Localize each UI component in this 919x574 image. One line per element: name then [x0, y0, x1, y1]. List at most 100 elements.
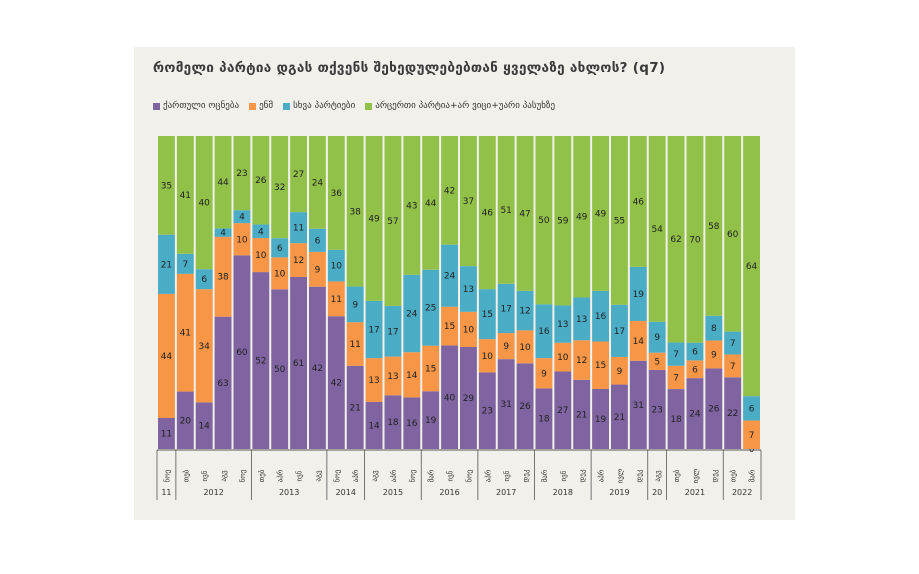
data-label-none: 70	[689, 235, 701, 245]
x-tick-label: აგვ	[371, 470, 379, 482]
bar-segment-other	[176, 253, 194, 274]
x-tick-label: ნოე	[163, 469, 171, 482]
data-label-other: 13	[463, 285, 474, 295]
year-label: 2016	[439, 488, 459, 497]
data-label-none: 40	[198, 199, 210, 209]
x-tick-label: ივნ	[503, 470, 511, 481]
data-label-other: 4	[239, 213, 245, 223]
data-label-gd: 18	[538, 415, 550, 425]
bar-segment-gd	[573, 379, 591, 449]
data-label-gd: 50	[274, 365, 286, 375]
data-label-other: 21	[161, 260, 172, 270]
data-label-none: 47	[519, 209, 530, 219]
data-label-unm: 10	[463, 325, 475, 335]
data-label-unm: 10	[255, 251, 267, 261]
data-label-unm: 15	[444, 322, 455, 332]
bar-segment-other	[648, 321, 666, 353]
bar-segment-none	[403, 136, 421, 275]
bar-segment-none	[422, 136, 440, 270]
data-label-other: 7	[730, 339, 736, 349]
bar-segment-other	[724, 331, 742, 355]
data-label-unm: 10	[274, 269, 286, 279]
year-label: 2019	[609, 488, 629, 497]
x-tick-label: თებ	[258, 469, 266, 482]
bar-segment-unm	[573, 340, 591, 380]
bar-segment-other	[195, 269, 213, 290]
x-tick-label: მარ	[540, 469, 549, 482]
legend-item-other: სხვა პარტიები	[283, 101, 355, 111]
bar-segment-none	[271, 136, 289, 239]
x-tick-label: თებ	[182, 469, 190, 482]
legend-label-unm: ენმ	[259, 101, 274, 111]
x-tick-label: ივლ	[616, 468, 624, 483]
data-label-none: 54	[651, 225, 663, 235]
bar-segment-unm	[346, 322, 364, 366]
bar-segment-gd	[158, 417, 175, 449]
bar-segment-gd	[724, 377, 742, 449]
bar-segment-none	[460, 136, 477, 267]
data-label-gd: 23	[482, 407, 493, 417]
bar-segment-gd	[422, 391, 440, 449]
year-label: 20	[652, 488, 662, 497]
x-tick-label: აპრ	[483, 469, 492, 482]
data-label-other: 17	[387, 327, 398, 337]
bar-segment-other	[460, 266, 477, 312]
bar-segment-none	[290, 136, 307, 213]
bar-segment-gd	[554, 371, 572, 449]
data-label-none: 59	[557, 217, 569, 227]
data-label-other: 4	[258, 227, 264, 237]
legend-swatch-gd	[153, 102, 160, 110]
data-label-none: 42	[444, 186, 455, 196]
bar-segment-unm	[629, 320, 647, 361]
bar-segment-unm	[252, 238, 270, 273]
bar-segment-other	[441, 244, 458, 307]
data-label-none: 51	[500, 206, 511, 216]
bar-segment-gd	[403, 397, 421, 449]
data-label-unm: 10	[482, 352, 494, 362]
bar-segment-gd	[535, 388, 553, 449]
data-label-other: 9	[352, 300, 358, 310]
year-label: 2014	[336, 488, 356, 497]
bar-segment-unm	[667, 365, 685, 390]
bar-segment-other	[158, 234, 175, 294]
bar-segment-none	[346, 136, 364, 287]
bar-segment-unm	[290, 243, 307, 277]
bar-segment-none	[667, 136, 685, 343]
data-label-unm: 13	[368, 376, 379, 386]
bar-segment-unm	[309, 251, 326, 287]
data-label-none: 26	[255, 176, 267, 186]
data-label-unm: 9	[541, 369, 547, 379]
data-label-unm: 41	[180, 329, 191, 339]
bar-segment-gd	[176, 391, 194, 449]
bar-segment-gd	[611, 384, 628, 449]
data-label-gd: 19	[425, 416, 437, 426]
bar-segment-none	[365, 136, 383, 301]
x-tick-label: ივნ	[296, 470, 304, 481]
bar-segment-other	[422, 269, 440, 346]
bar-segment-unm	[441, 306, 458, 346]
bar-segment-unm	[176, 273, 194, 392]
data-label-none: 46	[633, 197, 645, 207]
data-label-unm: 10	[557, 353, 569, 363]
data-label-unm: 7	[673, 373, 679, 383]
bar-segment-other	[573, 297, 591, 341]
bar-segment-gd	[460, 347, 477, 449]
data-label-other: 10	[331, 262, 343, 272]
data-label-unm: 9	[617, 367, 623, 377]
bar-segment-none	[535, 136, 553, 305]
data-label-gd: 22	[727, 409, 738, 419]
data-label-other: 6	[749, 404, 755, 414]
data-label-other: 16	[538, 327, 550, 337]
bar-segment-gd	[686, 378, 704, 449]
data-label-gd: 26	[708, 405, 720, 415]
legend-label-none: არცერთი პარტია+არ ვიცი+უარი პასუხზე	[375, 101, 556, 111]
data-label-other: 17	[500, 304, 511, 314]
x-tick-label: თებ	[730, 469, 738, 482]
x-tick-label: აპრ	[276, 469, 285, 482]
data-label-unm: 11	[349, 340, 360, 350]
data-label-none: 64	[746, 262, 758, 272]
bar-segment-unm	[460, 311, 477, 348]
data-label-gd: 61	[293, 359, 304, 369]
data-label-none: 49	[368, 214, 380, 224]
